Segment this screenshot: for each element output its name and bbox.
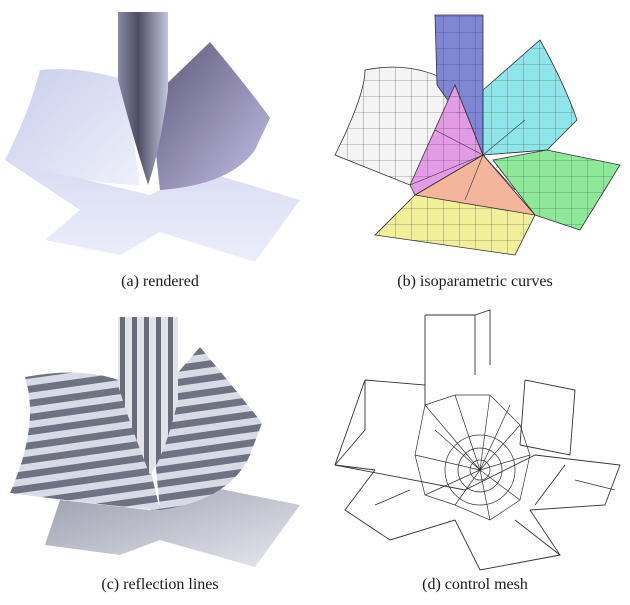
- floor-surface: [45, 485, 300, 567]
- right-wing-surface: [150, 42, 270, 190]
- control-mesh-wireframe: [334, 309, 621, 571]
- rendered-surface: [5, 12, 300, 262]
- caption-reflection: (c) reflection lines: [101, 576, 219, 593]
- vertical-wall-surface: [118, 317, 178, 475]
- grid-overlay: [335, 15, 620, 255]
- left-wing-surface: [5, 69, 140, 185]
- panel-reflection: (c) reflection lines: [0, 305, 315, 605]
- vertical-wall-frame: [424, 309, 491, 385]
- panel-control-mesh: (d) control mesh: [315, 305, 630, 605]
- vertical-wall-surface: [118, 12, 168, 185]
- left-wing-surface: [10, 372, 160, 510]
- floor-surface: [5, 160, 300, 262]
- isoparametric-surface: [334, 14, 621, 256]
- left-wing-frame: [334, 379, 426, 471]
- caption-control-mesh: (d) control mesh: [422, 576, 528, 593]
- caption-isoparametric: (b) isoparametric curves: [397, 273, 553, 290]
- right-wing-frame: [519, 379, 576, 456]
- floor-grid-lines: [374, 464, 616, 556]
- radial-lines: [409, 84, 548, 216]
- reflection-surface: [10, 317, 300, 567]
- caption-rendered: (a) rendered: [121, 273, 199, 290]
- panel-isoparametric: (b) isoparametric curves: [315, 0, 630, 300]
- panel-rendered: (a) rendered: [0, 0, 315, 300]
- floor-frame: [334, 454, 621, 571]
- central-web: [414, 394, 531, 521]
